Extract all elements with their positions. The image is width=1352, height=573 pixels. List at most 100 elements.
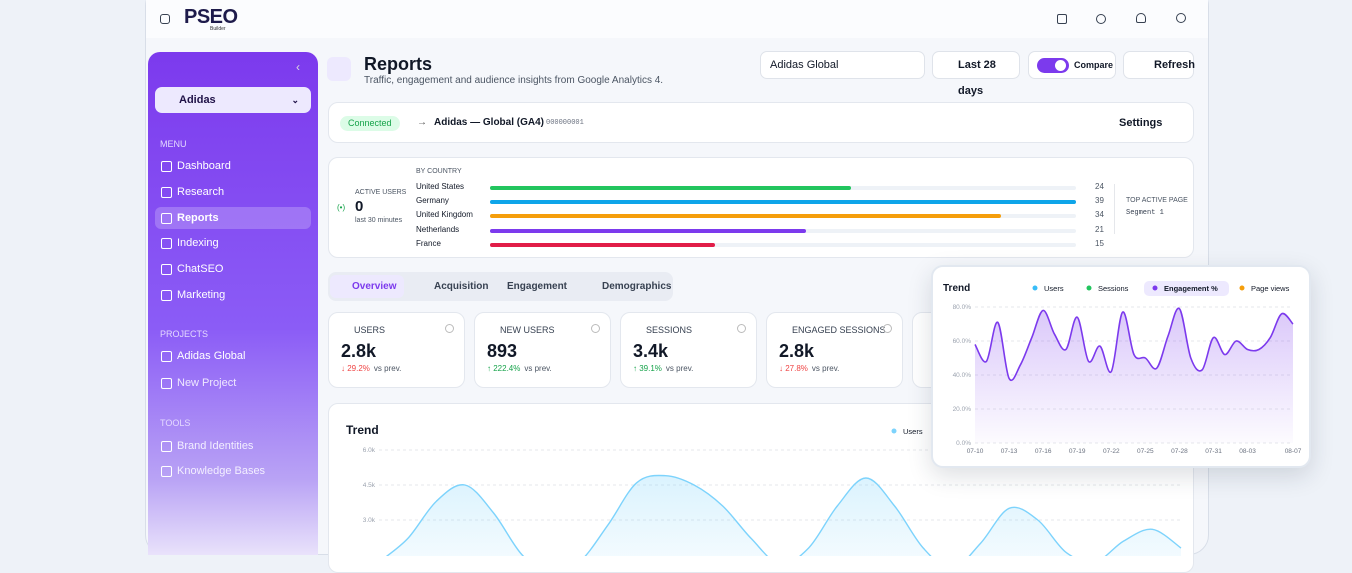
x-tick-label: 07-31 [1205, 448, 1222, 455]
area [975, 308, 1293, 443]
x-tick-label: 07-19 [1069, 448, 1086, 455]
tab[interactable]: Demographics [602, 281, 672, 292]
kpi-label: ENGAGED SESSIONS [792, 325, 886, 335]
announce-icon[interactable] [1057, 14, 1067, 24]
y-tick-label: 6.0k [363, 447, 376, 454]
tab[interactable]: Acquisition [434, 281, 489, 292]
active-value: 0 [355, 198, 364, 215]
country-value: 15 [1095, 238, 1104, 248]
info-icon [445, 324, 454, 333]
project-item[interactable]: Adidas Global [155, 345, 311, 367]
logo-sub: Builder [210, 26, 226, 32]
y-tick-label: 60.0% [953, 338, 972, 345]
x-tick-label: 07-13 [1001, 448, 1018, 455]
kpi-change-row: ↑ 222.4% vs prev. [487, 364, 552, 373]
kpi-compare: vs prev. [665, 364, 694, 373]
range-button[interactable]: Last 28 days [932, 51, 1020, 97]
user-icon[interactable] [1176, 13, 1186, 23]
kpi-value: 2.8k [341, 341, 377, 361]
country-bar [490, 200, 1076, 205]
kpi-card: SESSIONS 3.4k ↑ 39.1% vs prev. [620, 312, 757, 388]
legend-label: Sessions [1098, 284, 1129, 293]
info-icon [883, 324, 892, 333]
bar-track [490, 242, 1076, 247]
chevron: ⌄ [291, 95, 299, 105]
kpi-change-row: ↓ 29.2% vs prev. [341, 364, 401, 373]
property-id: 000000001 [546, 119, 584, 127]
menu-item[interactable]: Indexing [155, 232, 311, 254]
page-subtitle: Traffic, engagement and audience insight… [364, 75, 664, 86]
kpi-value: 3.4k [633, 341, 669, 361]
active-label: ACTIVE USERS [355, 189, 407, 196]
kpi-label: SESSIONS [646, 325, 693, 335]
kpi-compare: vs prev. [524, 364, 552, 373]
country-bar [490, 214, 1001, 219]
x-tick-label: 08-07 [1285, 448, 1302, 455]
top-bar [146, 0, 1208, 38]
area [379, 475, 1181, 572]
menu-item[interactable]: Reports [155, 206, 311, 229]
live-icon: (•) [337, 203, 346, 212]
country-bar [490, 228, 806, 233]
tab[interactable]: Overview [330, 275, 404, 298]
kpi-label: NEW USERS [500, 325, 555, 335]
top-page-label: TOP ACTIVE PAGE [1126, 197, 1188, 204]
country-name: France [416, 238, 441, 248]
compare-toggle[interactable]: Compare [1028, 51, 1116, 79]
overlay-card: Trend 0.0% 20.0% 40.0% 60.0% 80.0% 07-10 07-13 0… [931, 265, 1311, 468]
theme-icon[interactable] [1096, 14, 1106, 24]
line [974, 307, 1294, 382]
x-tick-label: 07-16 [1035, 448, 1052, 455]
overlay-chart: Trend 0.0% 20.0% 40.0% 60.0% 80.0% 07-10 07-13 0… [943, 281, 1302, 455]
country-name: United Kingdom [416, 210, 473, 220]
legend-dot [1152, 285, 1158, 291]
x-tick-label: 08-03 [1239, 448, 1256, 455]
status-badge: Connected [340, 116, 400, 131]
connection-card: Connected → Adidas — Global (GA4) 000000… [328, 102, 1194, 143]
menu-item[interactable]: Dashboard [155, 155, 311, 177]
menu-item[interactable]: ChatSEO [155, 258, 311, 280]
legend-dot [891, 428, 897, 434]
x-tick-label: 07-22 [1103, 448, 1120, 455]
kpi-change: ↑ 222.4% [487, 364, 521, 373]
kpi-card: NEW USERS 893 ↑ 222.4% vs prev. [474, 312, 611, 388]
bell-icon[interactable] [1136, 13, 1146, 23]
menu-label: MENU [160, 139, 187, 149]
tool-item[interactable]: Knowledge Bases [155, 460, 311, 482]
legend-dot [1239, 285, 1245, 291]
connected-property: Adidas — Global (GA4) [434, 117, 545, 128]
country-value: 21 [1095, 224, 1104, 234]
property-select[interactable]: Adidas Global [760, 51, 925, 79]
chart-title: Trend [943, 283, 970, 294]
new-project[interactable]: New Project [155, 372, 311, 394]
country-label: BY COUNTRY [416, 168, 462, 175]
kpi-change-row: ↓ 27.8% vs prev. [779, 364, 839, 373]
toggle-knob [1055, 60, 1066, 71]
y-tick-label: 0.0% [956, 440, 971, 447]
y-tick-label: 40.0% [953, 372, 972, 379]
refresh: Refresh [1154, 59, 1195, 71]
realtime-card: ACTIVE USERS (•) 0 last 30 minutes BY CO… [328, 157, 1194, 258]
projects-label: PROJECTS [160, 329, 209, 339]
refresh-button[interactable]: Refresh [1123, 51, 1195, 79]
country-value: 39 [1095, 196, 1104, 206]
menu-item[interactable]: Marketing [155, 284, 311, 306]
kpi-card: ENGAGED SESSIONS 2.8k ↓ 27.8% vs prev. [766, 312, 903, 388]
kpi-card: USERS 2.8k ↓ 29.2% vs prev. [328, 312, 465, 388]
info-icon [737, 324, 746, 333]
tab[interactable]: Engagement [507, 281, 568, 292]
collapse[interactable]: ‹ [296, 60, 300, 74]
y-tick-label: 3.0k [363, 517, 376, 524]
period: last 30 minutes [355, 217, 403, 224]
divider [1114, 184, 1115, 234]
tab-bar: Overview Acquisition Engagement Demographic… [328, 272, 673, 301]
sidebar: ‹ Adidas ⌄ MENU PROJECTS TOOLS New Projec… [148, 52, 318, 555]
tool-item[interactable]: Brand Identities [155, 435, 311, 457]
sidebar-toggle[interactable] [160, 14, 170, 24]
legend-label: Engagement % [1164, 284, 1218, 293]
kpi-value: 893 [487, 341, 518, 361]
legend-label: Users [1044, 284, 1064, 293]
settings[interactable]: Settings [1119, 117, 1163, 129]
menu-item[interactable]: Research [155, 181, 311, 203]
workspace-select[interactable]: Adidas ⌄ [155, 87, 311, 113]
